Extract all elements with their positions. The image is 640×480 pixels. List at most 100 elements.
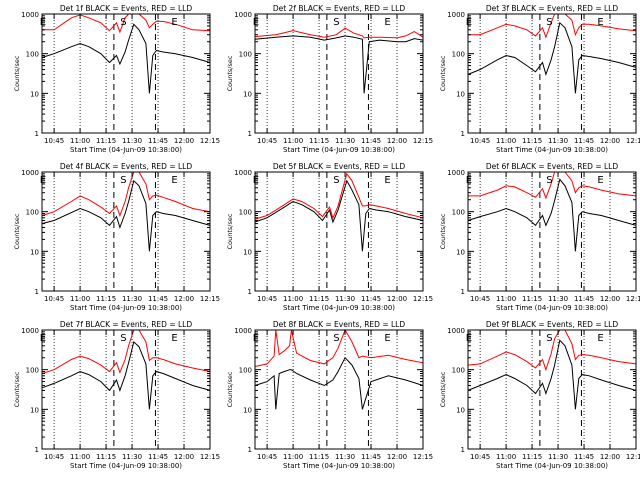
y-tick-label: 1 bbox=[461, 288, 465, 296]
y-tick-label: 100 bbox=[452, 209, 465, 217]
x-tick-label: 12:00 bbox=[600, 295, 620, 303]
plot-frame bbox=[254, 171, 424, 292]
interval-marker-label: E bbox=[597, 333, 603, 344]
y-tick-label: 10 bbox=[456, 248, 465, 256]
x-tick-label: 11:45 bbox=[574, 137, 594, 145]
x-tick-label: 11:00 bbox=[283, 453, 303, 461]
y-tick-label: 1 bbox=[248, 446, 252, 454]
interval-marker-label: E bbox=[466, 17, 472, 28]
panel-title: Det 5f BLACK = Events, RED = LLD bbox=[273, 162, 406, 171]
x-tick-label: 11:00 bbox=[496, 453, 516, 461]
interval-marker-label: E bbox=[253, 17, 259, 28]
y-tick-label: 1 bbox=[461, 446, 465, 454]
lld-series-line bbox=[254, 27, 424, 39]
x-axis-label: Start Time (04-Jun-09 10:38:00) bbox=[496, 304, 608, 312]
y-tick-label: 100 bbox=[452, 367, 465, 375]
x-tick-label: 11:00 bbox=[70, 453, 90, 461]
x-tick-label: 12:00 bbox=[387, 295, 407, 303]
plot-frame bbox=[254, 13, 424, 134]
x-tick-label: 10:45 bbox=[470, 295, 490, 303]
x-tick-label: 12:15 bbox=[413, 137, 433, 145]
x-tick-label: 11:30 bbox=[335, 295, 355, 303]
y-tick-label: 100 bbox=[26, 209, 39, 217]
panel-title: Det 4f BLACK = Events, RED = LLD bbox=[60, 162, 193, 171]
interval-marker-label: S bbox=[333, 17, 339, 28]
y-tick-label: 1000 bbox=[21, 169, 39, 177]
x-tick-label: 12:00 bbox=[174, 137, 194, 145]
y-tick-label: 1 bbox=[35, 288, 39, 296]
events-series-line bbox=[467, 178, 637, 252]
plot-frame bbox=[254, 329, 424, 450]
detector-panel: 1 10 100 1000 10:45 11:00 11:15 11:30 11:45 12:00… bbox=[13, 4, 220, 154]
x-tick-label: 11:15 bbox=[522, 137, 542, 145]
interval-marker-label: S bbox=[120, 175, 126, 186]
x-tick-label: 11:15 bbox=[309, 453, 329, 461]
x-tick-label: 11:45 bbox=[148, 295, 168, 303]
x-tick-label: 11:15 bbox=[522, 453, 542, 461]
interval-marker-label: E bbox=[466, 333, 472, 344]
plot-frame bbox=[41, 13, 211, 134]
interval-marker-label: E bbox=[384, 17, 390, 28]
plot-frame bbox=[467, 329, 637, 450]
interval-marker-label: E bbox=[40, 17, 46, 28]
y-axis-label: Counts/sec bbox=[439, 213, 447, 249]
events-series-line bbox=[467, 21, 637, 94]
x-axis-label: Start Time (04-Jun-09 10:38:00) bbox=[70, 304, 182, 312]
panel-title: Det 1f BLACK = Events, RED = LLD bbox=[60, 4, 193, 13]
y-tick-label: 10 bbox=[243, 406, 252, 414]
interval-marker-label: E bbox=[171, 175, 177, 186]
panel-title: Det 9f BLACK = Events, RED = LLD bbox=[486, 320, 619, 329]
events-series-line bbox=[41, 340, 211, 410]
x-axis-label: Start Time (04-Jun-09 10:38:00) bbox=[496, 462, 608, 470]
y-tick-label: 100 bbox=[452, 51, 465, 59]
interval-marker-label: E bbox=[384, 175, 390, 186]
x-tick-label: 11:30 bbox=[122, 295, 142, 303]
x-tick-label: 11:30 bbox=[335, 453, 355, 461]
y-tick-label: 100 bbox=[26, 51, 39, 59]
y-axis-label: Counts/sec bbox=[226, 55, 234, 91]
x-tick-label: 10:45 bbox=[257, 137, 277, 145]
interval-marker-label: E bbox=[40, 175, 46, 186]
detector-panel: 1 10 100 1000 10:45 11:00 11:15 11:30 11:45 12:00… bbox=[439, 320, 640, 470]
x-tick-label: 11:00 bbox=[496, 137, 516, 145]
x-tick-label: 11:30 bbox=[548, 137, 568, 145]
events-series-line bbox=[467, 339, 637, 410]
y-tick-label: 1000 bbox=[21, 11, 39, 19]
lld-series-line bbox=[41, 171, 211, 217]
x-tick-label: 12:15 bbox=[200, 295, 220, 303]
y-tick-label: 1 bbox=[35, 130, 39, 138]
x-tick-label: 11:45 bbox=[148, 453, 168, 461]
x-tick-label: 11:15 bbox=[96, 453, 116, 461]
y-tick-label: 1 bbox=[35, 446, 39, 454]
x-tick-label: 11:00 bbox=[70, 137, 90, 145]
interval-marker-label: E bbox=[253, 333, 259, 344]
lld-series-line bbox=[254, 172, 424, 220]
x-tick-label: 12:15 bbox=[626, 295, 640, 303]
interval-marker-label: S bbox=[546, 175, 552, 186]
y-tick-label: 10 bbox=[243, 90, 252, 98]
interval-marker-label: S bbox=[333, 333, 339, 344]
panel-title: Det 8f BLACK = Events, RED = LLD bbox=[273, 320, 406, 329]
x-tick-label: 11:15 bbox=[96, 137, 116, 145]
y-tick-label: 1000 bbox=[447, 11, 465, 19]
x-tick-label: 11:00 bbox=[283, 295, 303, 303]
x-tick-label: 11:15 bbox=[309, 295, 329, 303]
x-tick-label: 11:30 bbox=[548, 295, 568, 303]
x-tick-label: 11:45 bbox=[361, 295, 381, 303]
x-tick-label: 11:45 bbox=[361, 453, 381, 461]
y-tick-label: 10 bbox=[243, 248, 252, 256]
x-tick-label: 10:45 bbox=[470, 137, 490, 145]
y-tick-label: 10 bbox=[456, 90, 465, 98]
x-axis-label: Start Time (04-Jun-09 10:38:00) bbox=[283, 304, 395, 312]
x-tick-label: 12:15 bbox=[200, 453, 220, 461]
x-tick-label: 12:15 bbox=[626, 453, 640, 461]
x-tick-label: 10:45 bbox=[257, 453, 277, 461]
y-axis-label: Counts/sec bbox=[226, 371, 234, 407]
y-tick-label: 1000 bbox=[21, 327, 39, 335]
detector-panel: 1 10 100 1000 10:45 11:00 11:15 11:30 11:45 12:00… bbox=[13, 162, 220, 312]
x-tick-label: 12:15 bbox=[413, 453, 433, 461]
y-tick-label: 1000 bbox=[234, 327, 252, 335]
interval-marker-label: E bbox=[597, 175, 603, 186]
events-series-line bbox=[254, 356, 424, 410]
